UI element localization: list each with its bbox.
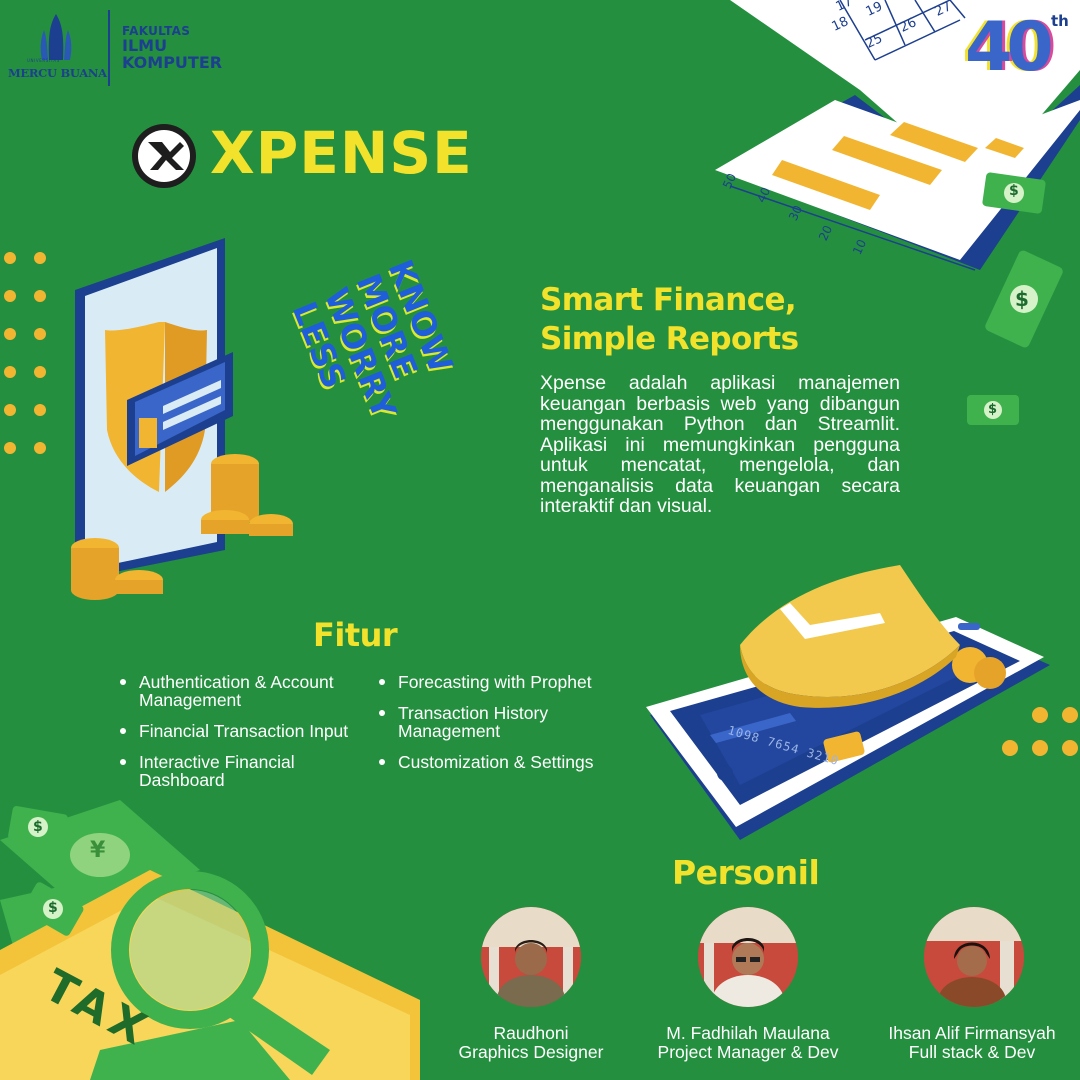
avatar bbox=[698, 907, 798, 1007]
member-name: Ihsan Alif Firmansyah bbox=[888, 1023, 1056, 1043]
feature-item: Financial Transaction Input bbox=[120, 722, 360, 740]
phone-card-illustration bbox=[646, 565, 1050, 840]
member-role: Project Manager & Dev bbox=[657, 1042, 839, 1062]
feature-item: Customization & Settings bbox=[379, 753, 639, 771]
university-label-small: UNIVERSITAS bbox=[27, 58, 60, 63]
features-list-left: Authentication & Account Management Fina… bbox=[120, 673, 360, 802]
headline-line1: Smart Finance, bbox=[540, 282, 797, 318]
university-logo-icon bbox=[40, 14, 72, 60]
dollar-sign-label: $ bbox=[33, 819, 43, 835]
headline-line2: Simple Reports bbox=[540, 321, 799, 357]
member-role: Full stack & Dev bbox=[908, 1042, 1036, 1062]
coin-symbol-label: ¥ bbox=[90, 838, 106, 863]
anniversary-suffix: th bbox=[1051, 12, 1069, 30]
dollar-bill-icon bbox=[982, 172, 1046, 214]
dot-pattern-decoration-right bbox=[1002, 707, 1078, 756]
dollar-sign-label: $ bbox=[1009, 183, 1019, 199]
dollar-sign-label: $ bbox=[48, 900, 58, 916]
personnel-title: Personil bbox=[672, 853, 820, 892]
member-name: Raudhoni bbox=[493, 1023, 569, 1043]
xpense-logo-icon bbox=[132, 124, 196, 188]
feature-item: Interactive Financial Dashboard bbox=[120, 753, 360, 789]
avatar bbox=[481, 907, 581, 1007]
member-photo bbox=[924, 907, 1024, 1007]
features-title: Fitur bbox=[313, 616, 398, 654]
header-divider bbox=[108, 10, 110, 86]
faculty-name-line1: FAKULTAS bbox=[122, 24, 191, 38]
feature-item: Authentication & Account Management bbox=[120, 673, 360, 709]
dot-pattern-decoration bbox=[4, 252, 46, 454]
anniversary-number: 40 bbox=[965, 8, 1054, 87]
dollar-sign-label: $ bbox=[988, 402, 998, 417]
features-list-right: Forecasting with Prophet Transaction His… bbox=[379, 673, 639, 784]
member-role: Graphics Designer bbox=[458, 1042, 604, 1062]
feature-item: Forecasting with Prophet bbox=[379, 673, 639, 691]
member-photo bbox=[698, 907, 798, 1007]
avatar bbox=[924, 907, 1024, 1007]
member-photo bbox=[481, 907, 581, 1007]
member-name: M. Fadhilah Maulana bbox=[666, 1023, 830, 1043]
dollar-bill-icon bbox=[985, 250, 1063, 348]
anniversary-logo: 40 th bbox=[965, 8, 1069, 90]
phone-security-illustration bbox=[71, 238, 293, 600]
university-name: MERCU BUANA bbox=[8, 66, 107, 80]
dollar-bill-icon bbox=[967, 395, 1019, 425]
feature-item: Transaction History Management bbox=[379, 704, 639, 740]
faculty-name-line3: KOMPUTER bbox=[122, 53, 223, 72]
dollar-sign-label: $ bbox=[1015, 287, 1029, 311]
app-title: XPENSE bbox=[210, 119, 473, 187]
faculty-name-line2: ILMU bbox=[122, 36, 168, 55]
app-description: Xpense adalah aplikasi manajemen keuanga… bbox=[540, 372, 900, 517]
tax-magnifier-illustration bbox=[0, 800, 420, 1080]
calendar-chart-illustration bbox=[715, 0, 1080, 271]
